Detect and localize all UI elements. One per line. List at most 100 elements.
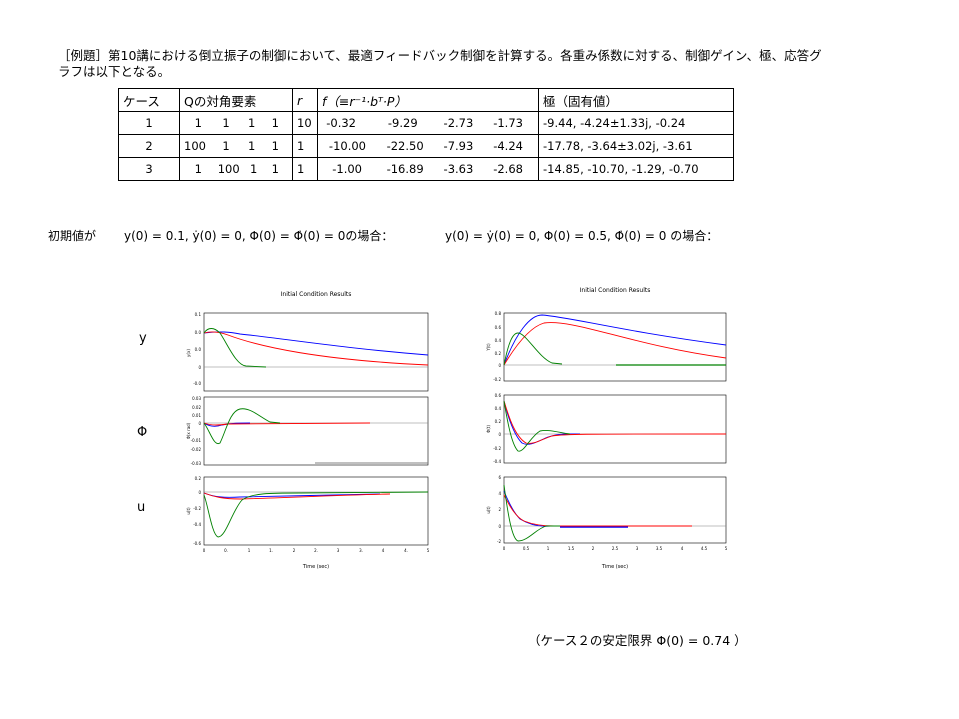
condition-right: y(0) = ẏ(0) = 0, Φ(0) = 0.5, Φ̇(0) = 0 の… <box>445 229 719 243</box>
q-value: 1 <box>222 116 230 130</box>
left-y-axis-label: y(x) <box>186 349 191 357</box>
r-cell: 1 <box>292 134 318 158</box>
table-row: 3 1 100 1 1 1 -1.00 -16.89 -3.63 -2.68 -… <box>118 157 734 181</box>
f-value: -2.68 <box>493 162 523 176</box>
header-r: r <box>292 88 318 112</box>
right-u-case3-curve <box>503 484 560 542</box>
tick-label: 2 <box>592 546 595 551</box>
q-value: 1 <box>249 162 258 176</box>
f-value: -3.63 <box>443 162 474 176</box>
tick-label: 0.6 <box>495 393 502 398</box>
left-u-case2-curve <box>203 492 391 500</box>
q-cell: 1 1 1 1 <box>179 111 293 135</box>
right-phi-case3-curve <box>503 400 571 452</box>
tick-label: 4. <box>404 548 408 553</box>
f-cell: -10.00 -22.50 -7.93 -4.24 <box>317 134 539 158</box>
left-y-axes <box>203 312 429 392</box>
tick-label: 2 <box>498 507 501 512</box>
left-response-figure: 0.1 0.0 0.0 0 -0.0 0.03 0.02 0.01 0 -0.0… <box>186 312 430 570</box>
right-phi-ticks: 0.6 0.4 0.2 0 -0.2 -0.4 <box>493 393 501 464</box>
right-u-axes <box>503 476 727 544</box>
gain-pole-table: ケース Qの対角要素 r f（≡r⁻¹·bᵀ·P） 極（固有値） 1 1 1 1… <box>118 88 734 181</box>
tick-label: 0.8 <box>495 311 502 316</box>
tick-label: 3.5 <box>656 546 663 551</box>
left-phi-ticks: 0.03 0.02 0.01 0 -0.01 -0.02 -0.03 <box>191 396 202 466</box>
f-value: -4.24 <box>493 139 523 153</box>
tick-label: 4 <box>498 491 501 496</box>
intro-text: ［例題］第10講における倒立振子の制御において、最適フィードバック制御を計算する… <box>58 48 878 80</box>
condition-lead: 初期値が <box>48 229 97 243</box>
q-cell: 1 100 1 1 <box>179 157 293 181</box>
tick-label: -0.4 <box>493 459 501 464</box>
poles-cell: -9.44, -4.24±1.33j, -0.24 <box>538 111 734 135</box>
f-value: -9.29 <box>387 116 418 130</box>
tick-label: 4 <box>681 546 684 551</box>
r-cell: 10 <box>292 111 318 135</box>
q-value: 1 <box>247 139 256 153</box>
header-case: ケース <box>118 88 180 112</box>
left-phi-case3-curve <box>203 408 281 445</box>
left-y-case3-curve <box>203 328 267 368</box>
tick-label: 0.0 <box>195 330 202 335</box>
tick-label: 0 <box>203 548 206 553</box>
tick-label: 0.03 <box>192 396 201 401</box>
left-plot-title: Initial Condition Results <box>280 291 352 298</box>
tick-label: 0.0 <box>195 347 202 352</box>
right-response-figure: 0.8 0.6 0.4 0.2 0 -0.2 0.6 0.4 0.2 0 -0.… <box>486 311 728 570</box>
r-cell: 1 <box>292 157 318 181</box>
tick-label: 4 <box>382 548 385 553</box>
left-u-case3-curve <box>203 491 429 538</box>
row-label-y: y <box>139 331 147 346</box>
tick-label: -0.02 <box>191 447 202 452</box>
left-phi-axes <box>203 396 429 466</box>
case-cell: 1 <box>118 111 180 135</box>
f-value: -1.73 <box>493 116 523 130</box>
right-x-axis-label: Time (sec) <box>601 564 628 570</box>
tick-label: 0 <box>498 363 501 368</box>
tick-label: 2.5 <box>612 546 619 551</box>
f-cell: -1.00 -16.89 -3.63 -2.68 <box>317 157 539 181</box>
tick-label: 1 <box>248 548 251 553</box>
tick-label: 5 <box>427 548 430 553</box>
table-row: 1 1 1 1 1 10 -0.32 -9.29 -2.73 -1.73 -9.… <box>118 111 734 135</box>
tick-label: 0.01 <box>192 413 201 418</box>
stability-limit-note: （ケース２の安定限界 Φ(0) = 0.74 ） <box>528 633 747 648</box>
q-value: 1 <box>194 116 202 130</box>
right-y-axes <box>503 312 727 382</box>
f-value: -0.32 <box>326 116 356 130</box>
tick-label: 6 <box>498 475 501 480</box>
q-value: 100 <box>217 162 240 176</box>
f-cell: -0.32 -9.29 -2.73 -1.73 <box>317 111 539 135</box>
f-value: -7.93 <box>443 139 474 153</box>
left-y-case2-curve <box>203 331 429 366</box>
tick-label: 0.6 <box>495 325 502 330</box>
f-value: -16.89 <box>386 162 424 176</box>
intro-line-2: ラフは以下となる。 <box>58 64 171 79</box>
left-u-axes <box>203 476 429 546</box>
tick-label: 4.5 <box>701 546 708 551</box>
right-phi-axis-label: Φ(t) <box>486 425 491 433</box>
left-y-ticks: 0.1 0.0 0.0 0 -0.0 <box>193 312 201 386</box>
right-y-axis-label: Y(t) <box>486 343 491 352</box>
tick-label: 0 <box>498 524 501 529</box>
header-q: Qの対角要素 <box>179 88 293 112</box>
f-value: -1.00 <box>332 162 362 176</box>
tick-label: 0.2 <box>195 476 202 481</box>
right-x-ticks: 0 0.5 1 1.5 2 2.5 3 3.5 4 4.5 5 <box>503 546 728 551</box>
case-cell: 2 <box>118 134 180 158</box>
right-u-axis-label: u(t) <box>486 506 491 514</box>
left-u-axis-label: u(t) <box>186 507 191 515</box>
tick-label: 0.4 <box>495 338 502 343</box>
poles-cell: -17.78, -3.64±3.02j, -3.61 <box>538 134 734 158</box>
tick-label: -0.4 <box>193 522 201 527</box>
header-f: f（≡r⁻¹·bᵀ·P） <box>317 88 539 112</box>
tick-label: -0.03 <box>191 461 202 466</box>
left-phi-axis-label: Φ(x rad) <box>186 422 191 439</box>
tick-label: 0.5 <box>523 546 530 551</box>
intro-line-1: ［例題］第10講における倒立振子の制御において、最適フィードバック制御を計算する… <box>58 48 822 63</box>
f-value: -2.73 <box>443 116 474 130</box>
table-header-row: ケース Qの対角要素 r f（≡r⁻¹·bᵀ·P） 極（固有値） <box>118 88 734 112</box>
tick-label: 0 <box>503 546 506 551</box>
right-u-case1-curve <box>503 490 628 527</box>
f-value: -10.00 <box>328 139 366 153</box>
